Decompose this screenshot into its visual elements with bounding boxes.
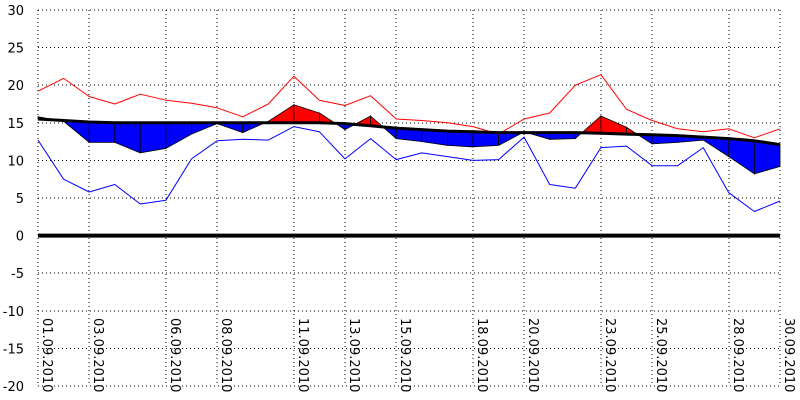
anomaly-area-below (63, 120, 90, 144)
x-tick-label: 11.09.2010 (295, 318, 310, 392)
anomaly-area-below (139, 122, 167, 154)
anomaly-fills (37, 104, 781, 175)
x-tick-label: 23.09.2010 (602, 318, 617, 392)
x-axis-tick-labels: 01.09.2010 03.09.2010 06.09.2010 08.09.2010… (39, 318, 796, 392)
anomaly-area-below (728, 138, 755, 175)
anomaly-area-below (498, 132, 523, 147)
y-tick-label: -10 (3, 305, 24, 320)
grid-lines (37, 9, 781, 387)
x-tick-label: 30.09.2010 (781, 318, 796, 392)
x-tick-label: 13.09.2010 (346, 318, 361, 392)
y-tick-label: 0 (16, 230, 24, 245)
y-tick-label: 20 (7, 79, 24, 94)
anomaly-area-below (754, 140, 781, 175)
x-tick-label: 20.09.2010 (525, 318, 540, 392)
y-tick-label: -5 (11, 267, 24, 282)
anomaly-area-below (446, 130, 474, 148)
x-tick-label: 06.09.2010 (167, 318, 182, 392)
anomaly-area-above (267, 104, 295, 124)
y-tick-label: 30 (7, 4, 24, 19)
anomaly-area-below (165, 122, 192, 150)
series-min-line (37, 126, 781, 212)
y-tick-label: -20 (3, 380, 24, 395)
y-tick-label: 5 (16, 192, 24, 207)
anomaly-area-above (580, 115, 602, 134)
x-tick-label: 03.09.2010 (90, 318, 105, 392)
anomaly-area-below (191, 122, 218, 135)
y-tick-label: 10 (7, 154, 24, 169)
y-tick-label: 15 (7, 117, 24, 132)
anomaly-area-below (114, 122, 141, 154)
x-tick-label: 18.09.2010 (474, 318, 489, 392)
anomaly-area-below (472, 131, 500, 148)
y-tick-label: 25 (7, 42, 24, 57)
x-tick-label: 15.09.2010 (397, 318, 412, 392)
series-lines (37, 74, 781, 238)
x-tick-label: 01.09.2010 (39, 318, 54, 392)
anomaly-area-above (293, 104, 320, 124)
anomaly-area-above (600, 115, 627, 135)
anomaly-area-below (88, 121, 116, 143)
series-norm-line (37, 117, 781, 147)
x-tick-label: 28.09.2010 (730, 318, 745, 392)
series-max-line (37, 74, 781, 139)
x-tick-label: 25.09.2010 (653, 318, 668, 392)
x-tick-label: 08.09.2010 (218, 318, 233, 392)
y-axis-tick-labels: 30 25 20 15 10 5 0 -5 -10 -15 -20 (3, 4, 24, 395)
y-tick-label: -15 (3, 342, 24, 357)
